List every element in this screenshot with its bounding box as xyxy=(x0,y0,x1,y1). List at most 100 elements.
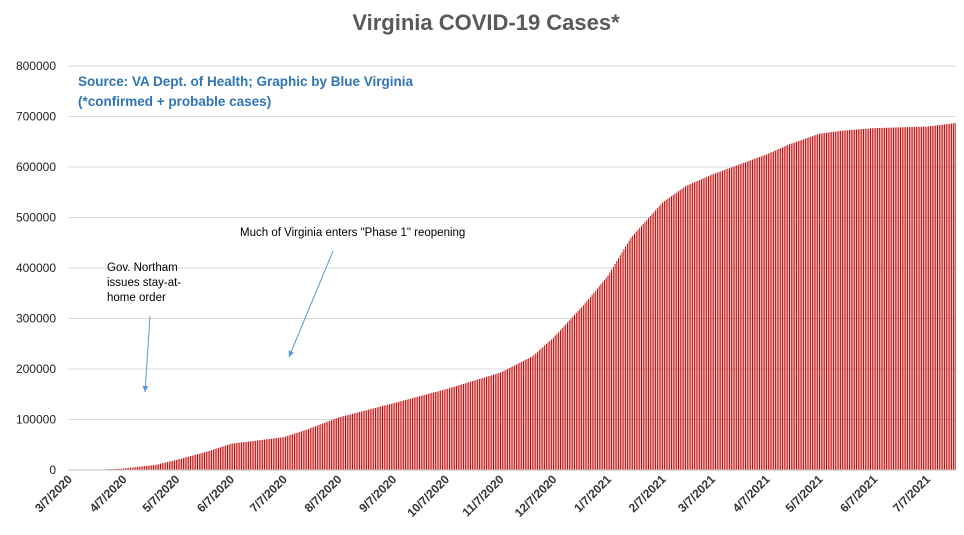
bar xyxy=(528,358,530,470)
bar xyxy=(429,393,431,470)
bar xyxy=(850,129,852,470)
bar xyxy=(549,340,551,470)
bar xyxy=(235,443,237,470)
bar-series xyxy=(93,123,956,471)
x-tick-label: 7/7/2020 xyxy=(247,472,290,515)
bar xyxy=(415,397,417,470)
bar xyxy=(121,468,123,470)
bar xyxy=(119,468,121,470)
bar xyxy=(202,452,204,470)
bar xyxy=(205,451,207,470)
bar xyxy=(824,132,826,470)
bar xyxy=(411,398,413,470)
bar xyxy=(373,408,375,470)
bar xyxy=(633,233,635,470)
bar xyxy=(789,144,790,470)
bar xyxy=(517,363,519,470)
bar xyxy=(276,438,278,470)
bar xyxy=(519,362,521,470)
bar xyxy=(945,124,947,471)
bar xyxy=(774,150,776,471)
y-tick-label: 100000 xyxy=(16,413,56,427)
bar xyxy=(794,142,796,470)
bar xyxy=(572,316,574,470)
bar xyxy=(628,240,630,470)
bar xyxy=(404,400,406,470)
bar xyxy=(434,392,436,470)
bar xyxy=(225,445,227,470)
bar xyxy=(746,161,748,471)
annotation-arrow xyxy=(142,315,151,393)
bar xyxy=(399,401,401,470)
bar xyxy=(260,440,262,470)
x-tick-label: 11/7/2020 xyxy=(459,472,506,519)
bar xyxy=(813,135,815,471)
bar xyxy=(376,407,378,470)
bar xyxy=(123,468,124,470)
bar xyxy=(822,133,824,470)
bar xyxy=(181,458,183,470)
bar xyxy=(478,378,480,470)
x-tick-label: 4/7/2020 xyxy=(87,472,130,515)
bar xyxy=(115,468,117,470)
bar xyxy=(189,456,191,470)
bar xyxy=(315,426,317,470)
bar xyxy=(690,183,692,470)
bar xyxy=(829,132,831,470)
bar xyxy=(309,428,311,470)
bar xyxy=(237,442,239,470)
bar xyxy=(320,424,322,470)
bar xyxy=(443,389,445,470)
bar xyxy=(200,453,202,470)
bar xyxy=(863,128,864,470)
bar xyxy=(147,465,149,470)
x-tick-label: 4/7/2021 xyxy=(730,472,773,515)
x-tick-label: 8/7/2020 xyxy=(302,472,345,515)
bar xyxy=(128,467,130,470)
bar xyxy=(759,156,761,471)
bar xyxy=(256,440,258,470)
bar xyxy=(565,324,567,470)
bar xyxy=(452,387,454,470)
annotation-arrow xyxy=(288,250,334,358)
bar xyxy=(892,127,894,470)
bar xyxy=(158,464,160,470)
bar xyxy=(378,406,380,470)
bar xyxy=(413,397,415,470)
bar xyxy=(396,402,398,470)
bar xyxy=(494,374,496,470)
bar xyxy=(766,154,768,471)
bar xyxy=(403,400,405,470)
bar xyxy=(179,458,181,470)
bar xyxy=(209,450,211,470)
bar xyxy=(371,408,373,470)
source-note: Source: VA Dept. of Health; Graphic by B… xyxy=(78,74,414,89)
bar xyxy=(649,216,651,470)
bar xyxy=(630,237,632,470)
y-tick-label: 500000 xyxy=(16,211,56,225)
bar xyxy=(556,333,558,470)
bar xyxy=(588,299,590,470)
bar xyxy=(526,359,528,470)
bar xyxy=(693,182,695,470)
x-axis-ticks: 3/7/2020 4/7/2020 5/7/2020 6/7/2020 7/7/2020… xyxy=(32,472,933,520)
bar xyxy=(195,454,197,470)
bar xyxy=(482,377,484,470)
bar xyxy=(748,160,750,470)
bar xyxy=(579,309,581,470)
bar xyxy=(764,155,766,470)
bar xyxy=(711,174,713,470)
bar xyxy=(448,388,450,470)
bar xyxy=(167,462,169,470)
bar xyxy=(524,359,526,470)
bar xyxy=(584,303,586,470)
bar xyxy=(114,468,116,470)
bar xyxy=(387,404,389,470)
bar xyxy=(163,462,165,470)
bar xyxy=(274,438,276,470)
source-note-secondary: (*confirmed + probable cases) xyxy=(78,94,271,109)
bar xyxy=(827,132,829,470)
bar xyxy=(736,165,738,470)
bar xyxy=(422,395,424,470)
bar xyxy=(138,466,140,470)
